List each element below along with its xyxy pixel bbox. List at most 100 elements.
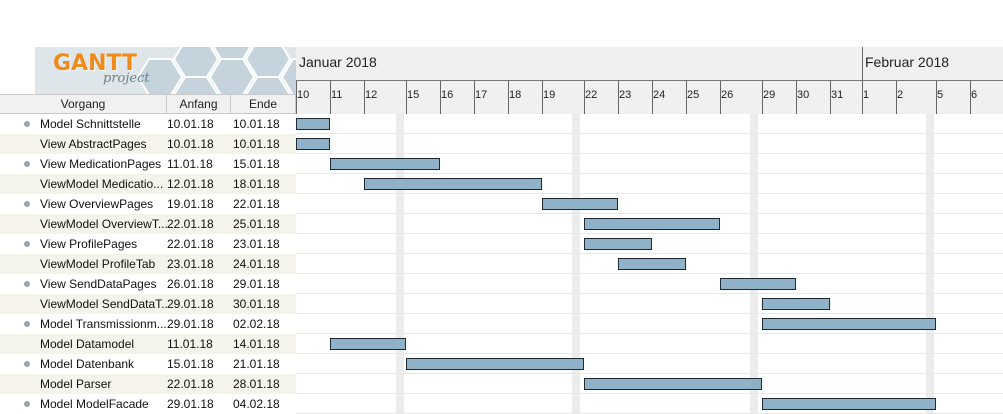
table-row[interactable]: ViewModel OverviewT... 22.01.18 25.01.18 <box>0 214 1003 234</box>
task-end: 22.01.18 <box>233 197 280 211</box>
table-row[interactable]: View ProfilePages 22.01.18 23.01.18 <box>0 234 1003 254</box>
gantt-bar[interactable] <box>330 338 406 350</box>
table-row[interactable]: ViewModel ProfileTab 23.01.18 24.01.18 <box>0 254 1003 274</box>
day-label: 15 <box>407 89 420 101</box>
day-tick <box>542 81 543 114</box>
task-end: 28.01.18 <box>231 374 296 394</box>
task-end: 25.01.18 <box>231 214 296 234</box>
day-label: 19 <box>543 89 556 101</box>
day-tick <box>720 81 721 114</box>
column-header-end[interactable]: Ende <box>231 95 296 113</box>
table-row[interactable]: Model Parser 22.01.18 28.01.18 <box>0 374 1003 394</box>
task-bullet-icon <box>24 361 30 367</box>
task-start: 11.01.18 <box>167 334 231 354</box>
table-row[interactable]: Model Schnittstelle 10.01.18 10.01.18 <box>0 114 1003 134</box>
task-start: 22.01.18 <box>167 374 231 394</box>
table-row[interactable]: Model Transmissionm... 29.01.18 02.02.18 <box>0 314 1003 334</box>
day-tick <box>896 81 897 114</box>
hexagon-pattern-icon <box>136 47 296 94</box>
task-name: Model Datamodel <box>0 334 167 354</box>
task-name: ViewModel ProfileTab <box>0 254 167 274</box>
task-bullet-icon <box>24 201 30 207</box>
weekend-band <box>926 114 934 414</box>
task-end: 24.01.18 <box>231 254 296 274</box>
month-divider <box>862 47 863 80</box>
task-start: 22.01.18 <box>167 214 231 234</box>
table-row[interactable]: View AbstractPages 10.01.18 10.01.18 <box>0 134 1003 154</box>
task-name: View AbstractPages <box>0 134 167 154</box>
task-start: 10.01.18 <box>167 117 214 131</box>
table-row[interactable]: View MedicationPages 11.01.18 15.01.18 <box>0 154 1003 174</box>
day-tick <box>364 81 365 114</box>
day-label: 1 <box>863 89 870 101</box>
gantt-bar[interactable] <box>406 358 584 370</box>
task-end: 02.02.18 <box>233 317 280 331</box>
task-start: 26.01.18 <box>167 277 214 291</box>
day-label: 17 <box>475 89 488 101</box>
day-tick <box>686 81 687 114</box>
task-start: 29.01.18 <box>167 294 231 314</box>
gantt-bar[interactable] <box>584 378 762 390</box>
gantt-bar[interactable] <box>720 278 796 290</box>
task-start: 29.01.18 <box>167 397 214 411</box>
day-label: 30 <box>797 89 810 101</box>
gantt-bar[interactable] <box>584 238 652 250</box>
task-end: 14.01.18 <box>231 334 296 354</box>
task-end: 10.01.18 <box>231 134 296 154</box>
task-start: 29.01.18 <box>167 317 214 331</box>
weekend-band <box>572 114 580 414</box>
gantt-bar[interactable] <box>296 138 330 150</box>
gantt-bar[interactable] <box>762 298 830 310</box>
gantt-bar[interactable] <box>296 118 330 130</box>
task-start: 23.01.18 <box>167 254 231 274</box>
row-divider <box>296 253 1003 254</box>
day-tick <box>762 81 763 114</box>
day-label: 26 <box>721 89 734 101</box>
day-tick <box>406 81 407 114</box>
task-end: 10.01.18 <box>233 117 280 131</box>
task-name: ViewModel Medicatio... <box>0 174 167 194</box>
weekend-band <box>750 114 758 414</box>
column-header-row: Vorgang Anfang Ende <box>0 94 296 114</box>
task-end: 30.01.18 <box>231 294 296 314</box>
gantt-bar[interactable] <box>542 198 618 210</box>
day-tick <box>970 81 971 114</box>
task-bullet-icon <box>24 281 30 287</box>
task-name: View ProfilePages <box>40 237 138 251</box>
task-name: View OverviewPages <box>40 197 154 211</box>
day-tick <box>936 81 937 114</box>
gantt-bar[interactable] <box>364 178 542 190</box>
gantt-bar[interactable] <box>618 258 686 270</box>
table-row[interactable]: Model Datamodel 11.01.18 14.01.18 <box>0 334 1003 354</box>
column-header-start[interactable]: Anfang <box>167 95 231 113</box>
task-bullet-icon <box>24 241 30 247</box>
table-row[interactable]: View SendDataPages 26.01.18 29.01.18 <box>0 274 1003 294</box>
gantt-bar[interactable] <box>762 318 936 330</box>
task-name: ViewModel SendDataT... <box>0 294 167 314</box>
table-row[interactable]: Model ModelFacade 29.01.18 04.02.18 <box>0 394 1003 414</box>
task-start: 11.01.18 <box>167 157 213 171</box>
table-row[interactable]: Model Datenbank 15.01.18 21.01.18 <box>0 354 1003 374</box>
gantt-chart-area[interactable] <box>296 114 1003 414</box>
table-row[interactable]: View OverviewPages 19.01.18 22.01.18 <box>0 194 1003 214</box>
day-label: 12 <box>365 89 378 101</box>
table-row[interactable]: ViewModel SendDataT... 29.01.18 30.01.18 <box>0 294 1003 314</box>
task-bullet-icon <box>24 321 30 327</box>
day-tick <box>508 81 509 114</box>
row-divider <box>296 353 1003 354</box>
gantt-bar[interactable] <box>584 218 720 230</box>
task-end: 15.01.18 <box>233 157 280 171</box>
day-tick <box>618 81 619 114</box>
gantt-bar[interactable] <box>762 398 936 410</box>
table-row[interactable]: ViewModel Medicatio... 12.01.18 18.01.18 <box>0 174 1003 194</box>
gantt-bar[interactable] <box>330 158 440 170</box>
day-label: 29 <box>763 89 776 101</box>
row-divider <box>296 393 1003 394</box>
task-name: Model Transmissionm... <box>40 317 167 331</box>
day-tick <box>474 81 475 114</box>
task-name: Model Parser <box>0 374 167 394</box>
task-start: 10.01.18 <box>167 134 231 154</box>
task-end: 29.01.18 <box>233 277 280 291</box>
task-bullet-icon <box>24 401 30 407</box>
column-header-task[interactable]: Vorgang <box>0 95 167 113</box>
